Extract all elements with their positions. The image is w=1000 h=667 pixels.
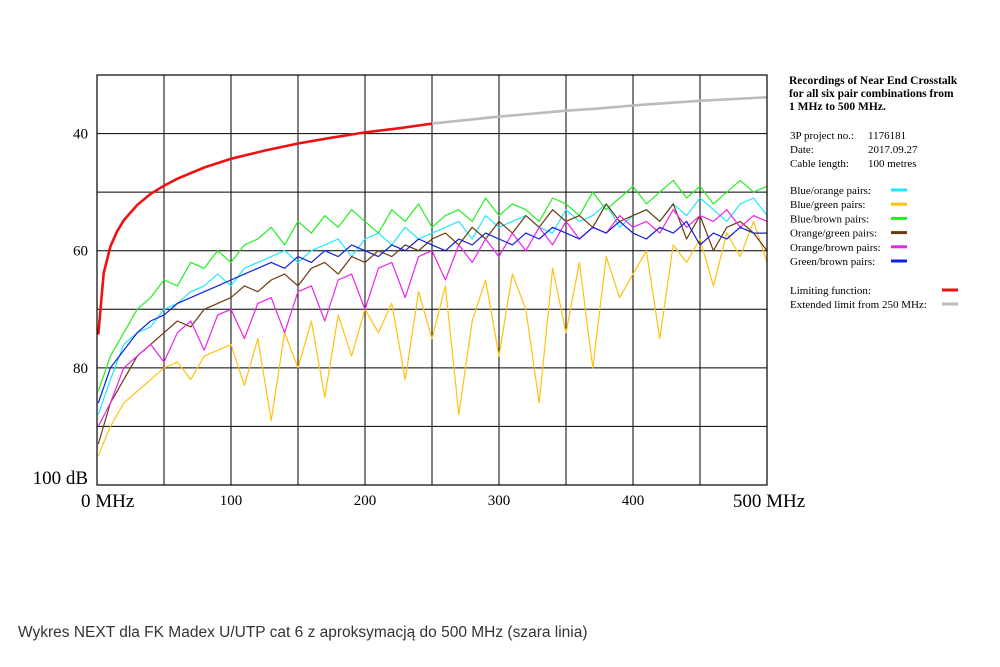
- plot-frame: [96, 74, 768, 486]
- legend-label: Blue/brown pairs:: [790, 213, 869, 225]
- y-tick-label: 60: [73, 244, 88, 260]
- x-tick-label: 0 MHz: [81, 491, 134, 512]
- legend-label: Orange/green pairs:: [790, 228, 877, 240]
- legend: Blue/orange pairs: Blue/green pairs: Blue/…: [790, 185, 958, 311]
- axis-ticks: 0 MHz 100 200 300 400 500 MHz 40 60 80 100 dB: [33, 127, 806, 512]
- series-line-6: [97, 220, 767, 404]
- series-line-3: [97, 179, 768, 392]
- project-no-label: 3P project no.:: [790, 130, 854, 142]
- series-line-2: [97, 220, 768, 456]
- series-line-5: [97, 209, 768, 427]
- legend-label: Blue/orange pairs:: [790, 185, 871, 197]
- y-tick-label: 40: [73, 127, 88, 143]
- chart-title-line-2: for all six pair combinations from: [789, 88, 954, 100]
- legend-label: Extended limit from 250 MHz:: [790, 299, 927, 311]
- x-tick-label: 300: [488, 493, 511, 509]
- y-tick-label: 100 dB: [33, 468, 88, 489]
- x-tick-label: 500 MHz: [733, 491, 805, 512]
- limit-group: [97, 96, 768, 335]
- date-label: Date:: [790, 144, 814, 156]
- legend-label: Blue/green pairs:: [790, 199, 865, 211]
- x-tick-label: 100: [220, 493, 243, 509]
- grid: [97, 75, 767, 485]
- limiting-function-line: [97, 122, 433, 335]
- chart-title-line-1: Recordings of Near End Crosstalk: [789, 75, 958, 87]
- project-no-value: 1176181: [868, 130, 906, 142]
- cable-length-label: Cable length:: [790, 158, 849, 170]
- date-value: 2017.09.27: [868, 144, 918, 156]
- x-tick-label: 400: [622, 493, 645, 509]
- legend-label: Orange/brown pairs:: [790, 242, 881, 254]
- series-group: [97, 179, 768, 456]
- figure-caption: Wykres NEXT dla FK Madex U/UTP cat 6 z a…: [18, 624, 588, 641]
- chart-title-line-3: 1 MHz to 500 MHz.: [789, 101, 886, 113]
- series-line-4: [97, 203, 768, 445]
- cable-length-value: 100 metres: [868, 158, 917, 170]
- y-tick-label: 80: [73, 361, 88, 377]
- legend-label: Green/brown pairs:: [790, 256, 875, 268]
- info-panel: Recordings of Near End Crosstalk for all…: [789, 75, 958, 311]
- legend-label: Limiting function:: [790, 285, 871, 297]
- x-tick-label: 200: [354, 493, 377, 509]
- extended-limit-line: [431, 96, 768, 125]
